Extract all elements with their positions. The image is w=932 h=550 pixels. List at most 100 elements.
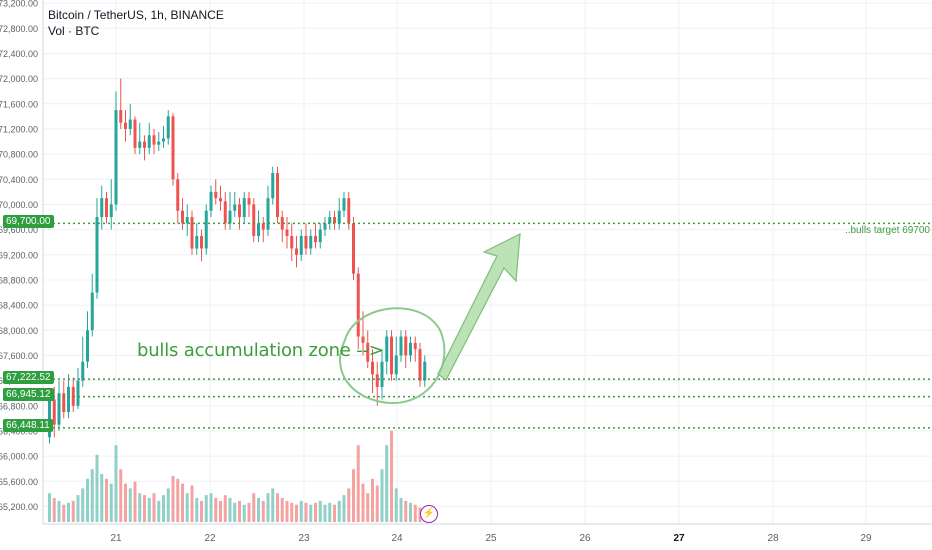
x-tick-label: 26	[579, 533, 591, 544]
candle-body	[299, 235, 303, 255]
volume-bar	[71, 500, 75, 522]
lightning-icon[interactable]: ⚡	[420, 505, 438, 523]
volume-label: Vol · BTC	[48, 24, 100, 38]
candle-body	[62, 393, 66, 413]
volume-bar	[280, 498, 284, 522]
volume-bar	[342, 495, 346, 522]
volume-bar	[371, 478, 374, 522]
candle-body	[48, 399, 51, 438]
bulls-target-annotation[interactable]: ..bulls target 69700	[844, 225, 930, 236]
bullish-arrow	[437, 232, 521, 381]
volume-bar	[271, 488, 275, 522]
volume-bar	[143, 495, 146, 522]
x-tick-label: 24	[391, 533, 403, 544]
volume-bar	[81, 488, 85, 522]
candle-body	[352, 223, 355, 274]
candle-body	[90, 292, 94, 331]
volume-bar	[276, 493, 279, 522]
y-tick-label: 72,400.00	[0, 49, 38, 59]
volume-bar	[261, 500, 265, 522]
volume-bar	[124, 483, 127, 522]
volume-bar	[62, 504, 66, 522]
price-tag-69700: 69,700.00	[3, 215, 54, 228]
x-tick-label: 21	[110, 533, 122, 544]
accumulation-zone-annotation[interactable]: bulls accumulation zone -->	[137, 340, 384, 361]
candle-body	[223, 201, 227, 224]
y-tick-label: 68,800.00	[0, 275, 38, 285]
y-tick-label: 66,000.00	[0, 452, 38, 462]
candle-body	[67, 386, 70, 413]
volume-bar	[404, 500, 408, 522]
volume-bar	[128, 488, 132, 522]
volume-bar	[105, 478, 108, 522]
volume-bar	[385, 445, 389, 522]
candle-body	[143, 141, 146, 148]
volume-bar	[195, 498, 199, 522]
candle-body	[366, 342, 370, 362]
y-tick-label: 65,200.00	[0, 502, 38, 512]
volume-bar	[190, 485, 194, 522]
candle-body	[337, 210, 341, 224]
volume-bar	[390, 430, 393, 522]
volume-bar	[247, 502, 251, 522]
candle-body	[147, 135, 151, 148]
volume-bar	[233, 502, 237, 522]
volume-bar	[257, 498, 260, 522]
y-tick-label: 67,600.00	[0, 351, 38, 361]
volume-bar	[347, 488, 351, 522]
x-tick-label: 28	[767, 533, 779, 544]
candle-body	[81, 361, 85, 381]
candle-body	[228, 210, 232, 224]
candle-body	[95, 217, 99, 293]
volume-bar	[219, 500, 222, 522]
candle-body	[356, 273, 360, 337]
candle-body	[413, 342, 417, 350]
candle-body	[162, 138, 165, 142]
candle-body	[233, 204, 237, 211]
candle-body	[185, 217, 189, 224]
candle-body	[304, 235, 308, 249]
candle-body	[380, 361, 384, 387]
y-tick-label: 72,000.00	[0, 74, 38, 84]
candle-body	[128, 119, 132, 129]
chart-title: Bitcoin / TetherUS, 1h, BINANCE	[48, 8, 224, 22]
candle-body	[209, 191, 213, 211]
volume-bar	[204, 495, 208, 522]
volume-bar	[147, 498, 151, 522]
candle-body	[404, 336, 408, 356]
x-tick-label: 25	[485, 533, 497, 544]
y-tick-label: 70,800.00	[0, 150, 38, 160]
candle-body	[195, 235, 199, 249]
volume-bar	[328, 502, 332, 522]
volume-bar	[356, 445, 360, 522]
volume-bar	[413, 504, 417, 522]
volume-bar	[323, 504, 327, 522]
candle-body	[323, 223, 327, 230]
candle-body	[257, 223, 260, 236]
candle-body	[242, 198, 246, 218]
candle-body	[57, 393, 61, 425]
y-tick-label: 70,000.00	[0, 200, 38, 210]
volume-bar	[295, 504, 298, 522]
candle-body	[76, 380, 80, 406]
volume-bar	[109, 483, 113, 522]
volume-bar	[52, 498, 56, 522]
candle-body	[361, 336, 365, 343]
candle-body	[204, 210, 208, 249]
candle-body	[119, 110, 123, 123]
candle-body	[314, 235, 317, 243]
volume-bar	[76, 495, 80, 522]
y-tick-label: 69,600.00	[0, 225, 38, 235]
volume-bar	[152, 493, 156, 522]
candle-body	[328, 217, 332, 224]
candle-body	[375, 374, 379, 387]
volume-bar	[352, 469, 355, 522]
volume-bar	[133, 481, 137, 522]
candle-body	[109, 204, 113, 218]
volume-bar	[337, 500, 341, 522]
volume-bar	[228, 498, 232, 522]
candle-body	[114, 110, 118, 205]
volume-bar	[399, 498, 403, 522]
volume-bar	[299, 500, 303, 522]
